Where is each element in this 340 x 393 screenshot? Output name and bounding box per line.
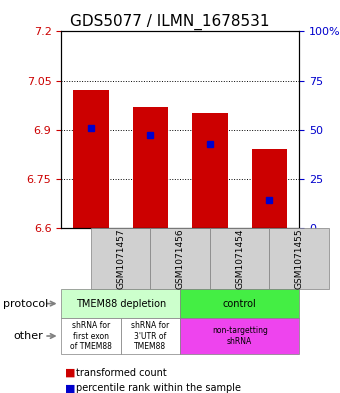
Bar: [252, 149, 287, 228]
Bar: [133, 107, 168, 228]
Bar: [73, 90, 109, 228]
Text: ■: ■: [65, 383, 75, 393]
Text: GSM1071454: GSM1071454: [235, 228, 244, 288]
Text: non-targetting
shRNA: non-targetting shRNA: [212, 326, 268, 346]
Text: GDS5077 / ILMN_1678531: GDS5077 / ILMN_1678531: [70, 14, 270, 30]
Text: ■: ■: [65, 367, 75, 378]
Text: other: other: [14, 331, 44, 341]
Text: shRNA for
3'UTR of
TMEM88: shRNA for 3'UTR of TMEM88: [131, 321, 170, 351]
Text: transformed count: transformed count: [76, 367, 167, 378]
Text: GSM1071455: GSM1071455: [295, 228, 304, 289]
Text: percentile rank within the sample: percentile rank within the sample: [76, 383, 241, 393]
Bar: [192, 113, 228, 228]
Text: TMEM88 depletion: TMEM88 depletion: [75, 299, 166, 309]
Text: GSM1071457: GSM1071457: [116, 228, 125, 289]
Text: GSM1071456: GSM1071456: [176, 228, 185, 289]
Text: shRNA for
first exon
of TMEM88: shRNA for first exon of TMEM88: [70, 321, 112, 351]
Text: protocol: protocol: [3, 299, 49, 309]
Text: control: control: [223, 299, 257, 309]
